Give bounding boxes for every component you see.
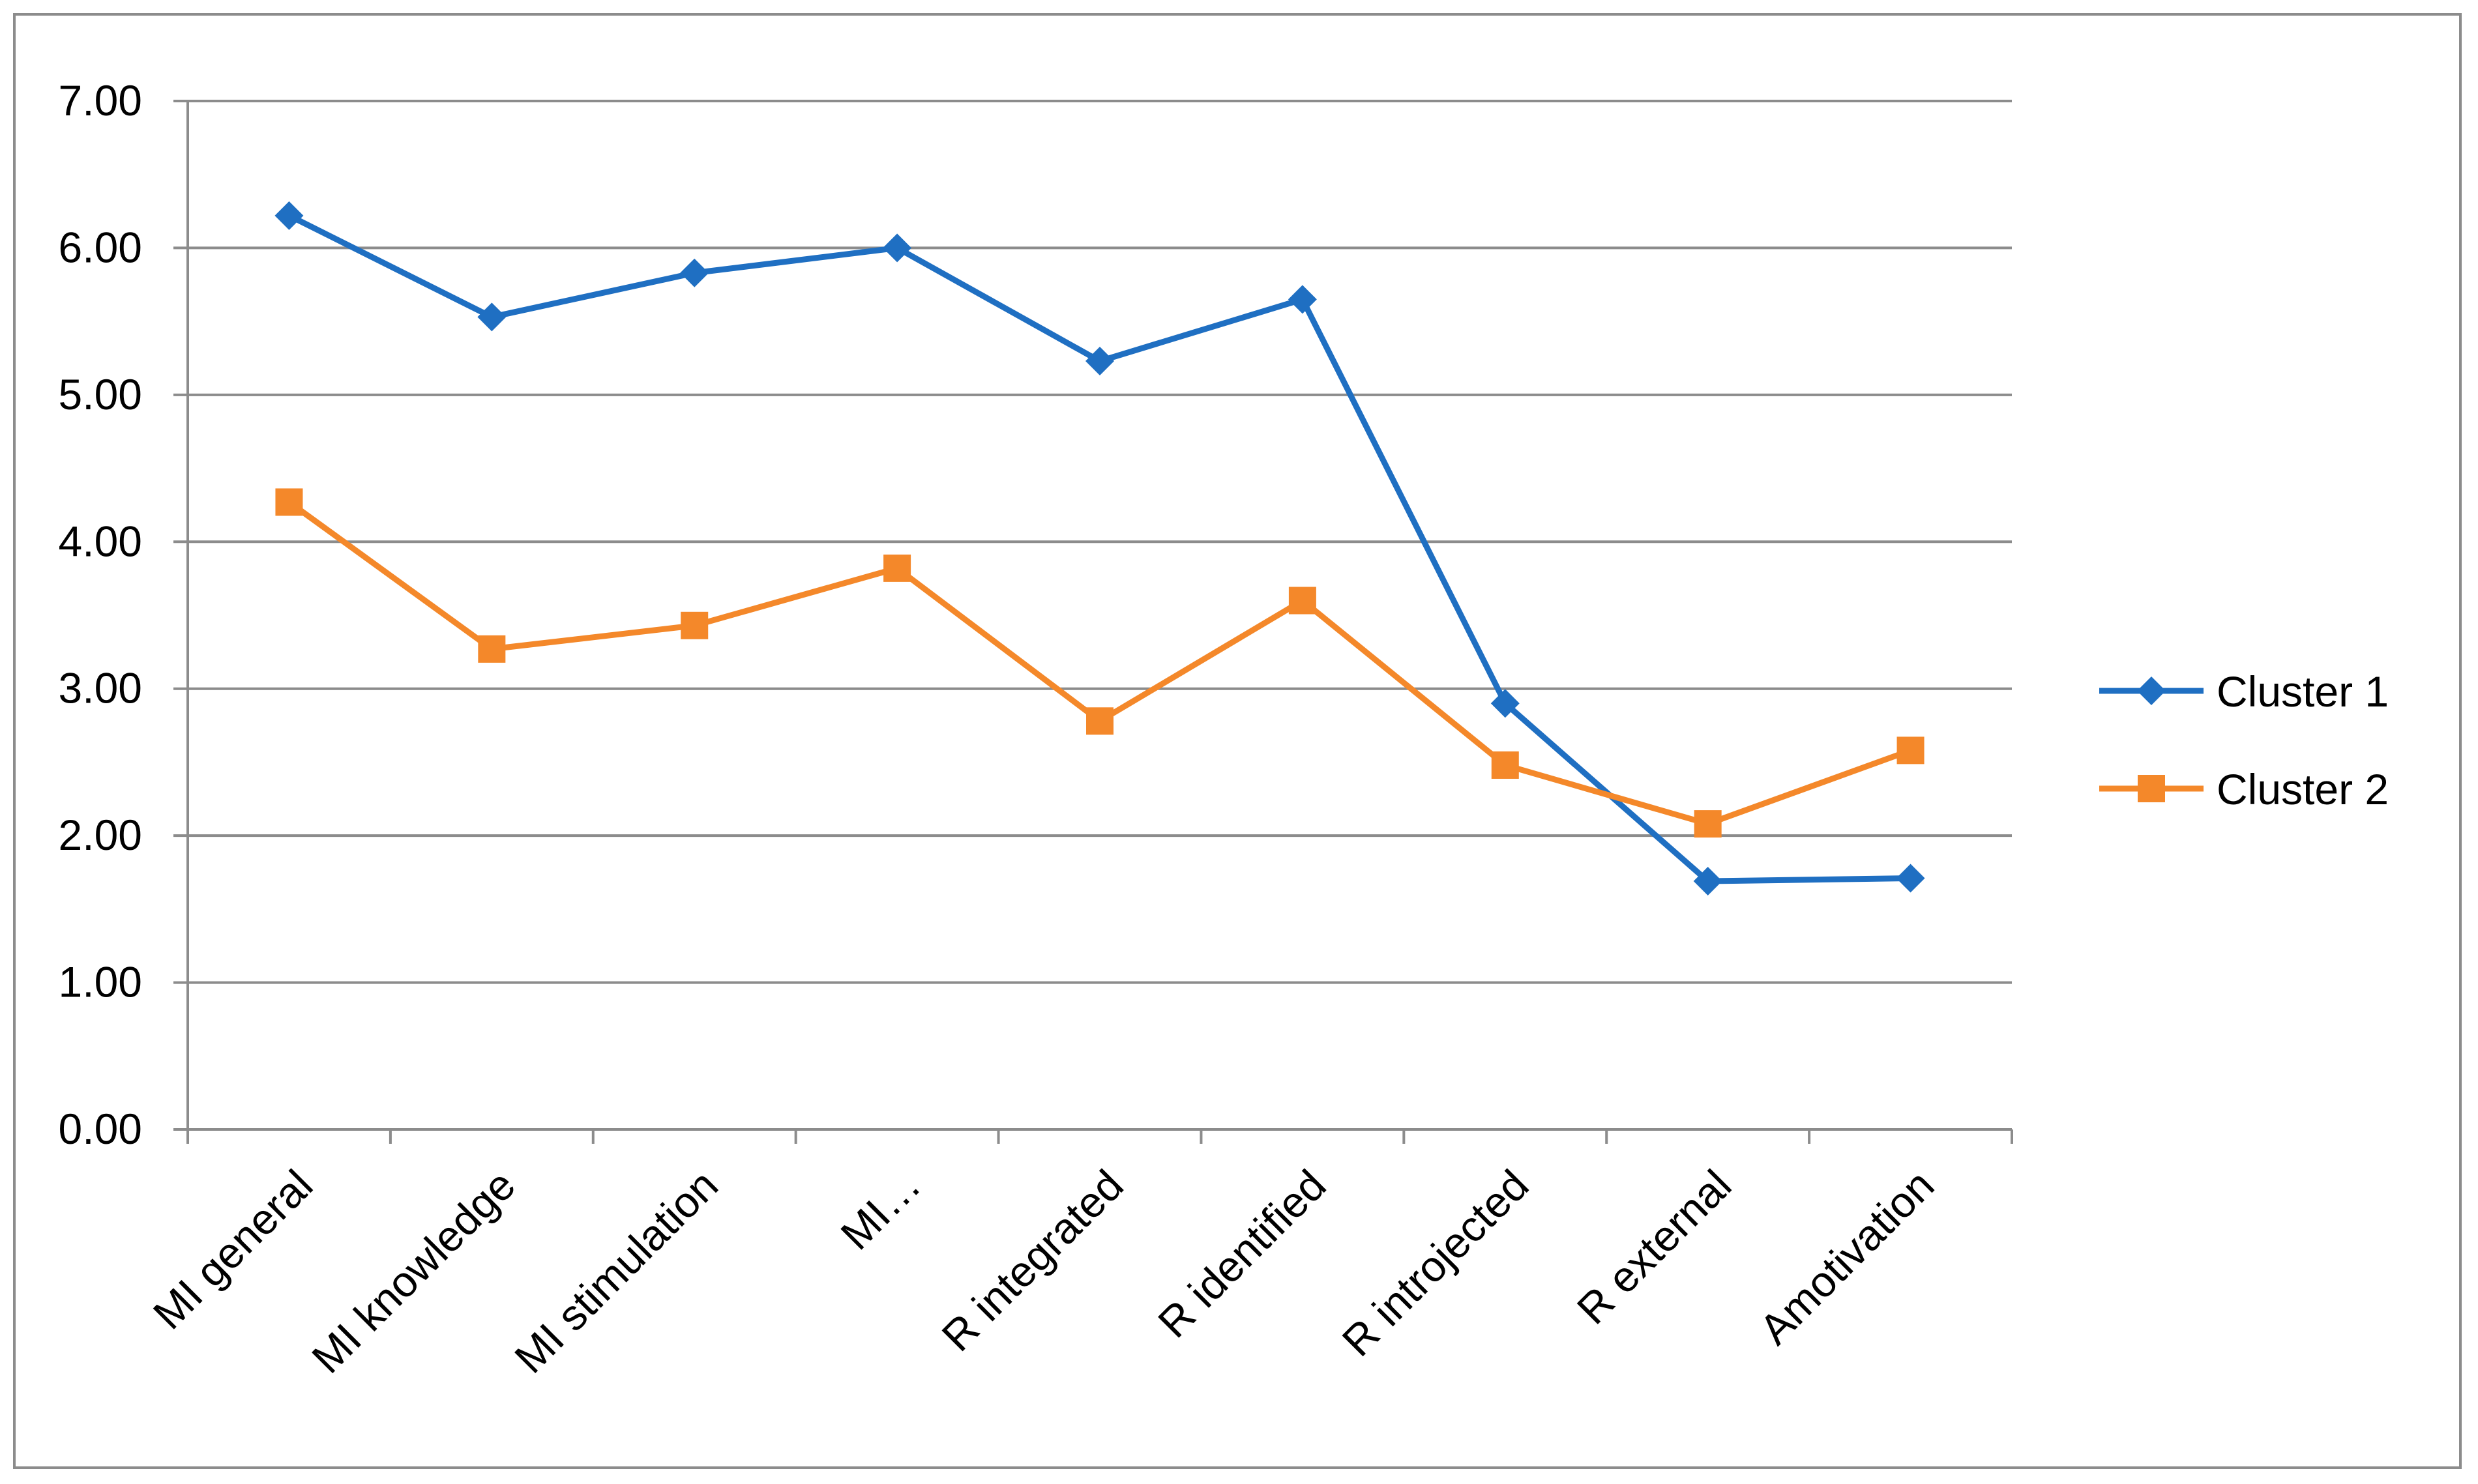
y-tick-label: 4.00 <box>59 517 142 565</box>
y-tick-label: 2.00 <box>59 811 142 859</box>
x-tick-label: MI general <box>144 1161 322 1339</box>
data-point <box>1288 587 1316 615</box>
x-tick-label: MI stimulation <box>505 1161 727 1382</box>
data-point <box>681 611 709 639</box>
data-point <box>1086 707 1114 735</box>
legend-item: Cluster 1 <box>2099 667 2389 716</box>
data-point <box>680 258 709 287</box>
series-line <box>287 499 1912 827</box>
legend-marker <box>2137 677 2166 705</box>
data-point <box>1085 347 1114 376</box>
x-tick-label: R integrated <box>932 1161 1132 1361</box>
data-point <box>1693 867 1722 896</box>
x-tick-label: MI knowledge <box>302 1161 524 1382</box>
data-point <box>1896 736 1925 764</box>
data-point <box>1491 751 1519 779</box>
data-point <box>1288 285 1317 314</box>
data-point <box>477 302 507 332</box>
gridlines <box>188 100 2012 984</box>
y-tick-label: 0.00 <box>59 1105 142 1153</box>
data-point <box>1896 864 1925 893</box>
y-tick-label: 1.00 <box>59 958 142 1006</box>
y-tick-label: 5.00 <box>59 370 142 418</box>
legend-label: Cluster 1 <box>2217 667 2389 716</box>
series-line <box>288 212 1911 884</box>
y-tick-label: 7.00 <box>59 76 142 124</box>
y-tick-labels: 0.00 1.00 2.00 3.00 4.00 5.00 6.00 7.00 <box>59 76 142 1153</box>
legend: Cluster 1 Cluster 2 <box>2099 667 2389 813</box>
series-2 <box>275 488 1925 838</box>
legend-item: Cluster 2 <box>2099 765 2389 813</box>
x-tick-label: R external <box>1568 1161 1741 1333</box>
data-point <box>1490 689 1520 718</box>
series-lines <box>274 201 1925 896</box>
data-point <box>883 233 912 263</box>
y-tick-label: 3.00 <box>59 664 142 712</box>
x-tick-label: Amotivation <box>1750 1161 1943 1354</box>
x-tick-label: MI… <box>831 1161 930 1259</box>
legend-marker <box>2138 775 2165 802</box>
x-tick-label: R introjected <box>1333 1161 1537 1365</box>
data-point <box>274 201 304 230</box>
data-point <box>883 554 911 582</box>
series-1 <box>274 201 1925 896</box>
data-point <box>1694 810 1722 838</box>
axes <box>173 100 2013 1144</box>
data-point <box>478 635 506 663</box>
y-tick-label: 6.00 <box>59 223 142 271</box>
legend-label: Cluster 2 <box>2217 765 2389 813</box>
x-tick-label: R identified <box>1149 1161 1335 1347</box>
chart-frame <box>13 13 2462 1469</box>
data-point <box>275 488 303 516</box>
